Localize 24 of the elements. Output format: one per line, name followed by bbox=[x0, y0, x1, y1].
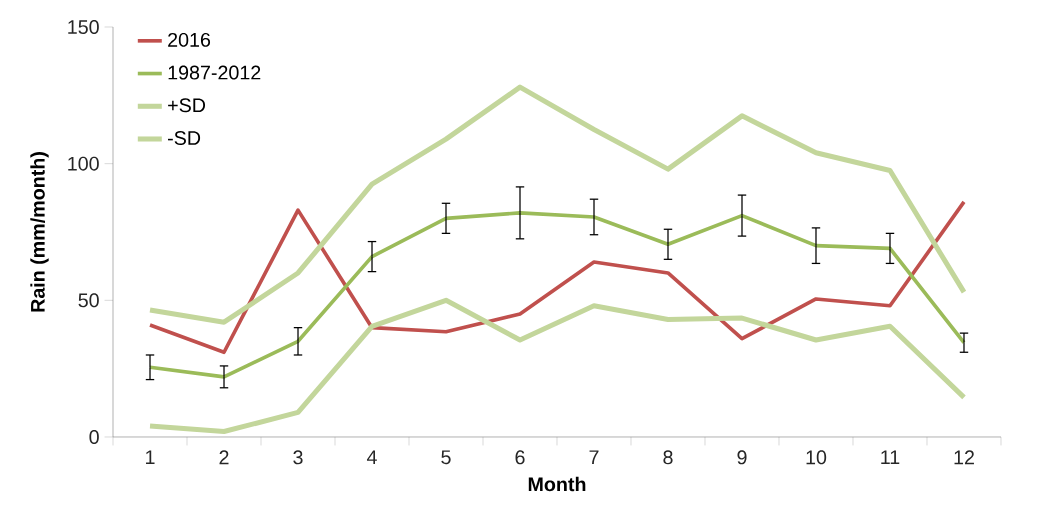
x-tick-label: 3 bbox=[293, 450, 303, 465]
legend-label: 1987-2012 bbox=[168, 65, 261, 80]
y-tick-label: 150 bbox=[68, 20, 99, 34]
line-series bbox=[148, 211, 966, 379]
line-series bbox=[148, 200, 966, 355]
y-tick-label: 100 bbox=[68, 156, 99, 171]
legend-label: +SD bbox=[168, 98, 206, 113]
x-tick-label: 2 bbox=[219, 450, 229, 465]
x-tick-label: 8 bbox=[663, 450, 673, 465]
x-tick-label: 10 bbox=[806, 450, 827, 465]
x-tick-label: 11 bbox=[881, 450, 900, 464]
x-tick-label: 5 bbox=[441, 450, 451, 465]
x-tick-label: 1 bbox=[146, 450, 155, 464]
x-tick-label: 9 bbox=[737, 450, 747, 465]
x-tick-label: 6 bbox=[515, 450, 525, 465]
x-tick-label: 4 bbox=[366, 450, 377, 464]
x-tick-label: 12 bbox=[954, 450, 974, 465]
x-tick-label: 7 bbox=[589, 450, 599, 464]
y-tick-label: 0 bbox=[89, 430, 99, 444]
legend-label: -SD bbox=[168, 131, 201, 145]
x-axis-title: Month bbox=[528, 476, 586, 492]
y-axis-title: Rain (mm/month) bbox=[30, 152, 49, 312]
y-tick-label: 50 bbox=[78, 293, 99, 308]
legend-label: 2016 bbox=[168, 32, 211, 47]
